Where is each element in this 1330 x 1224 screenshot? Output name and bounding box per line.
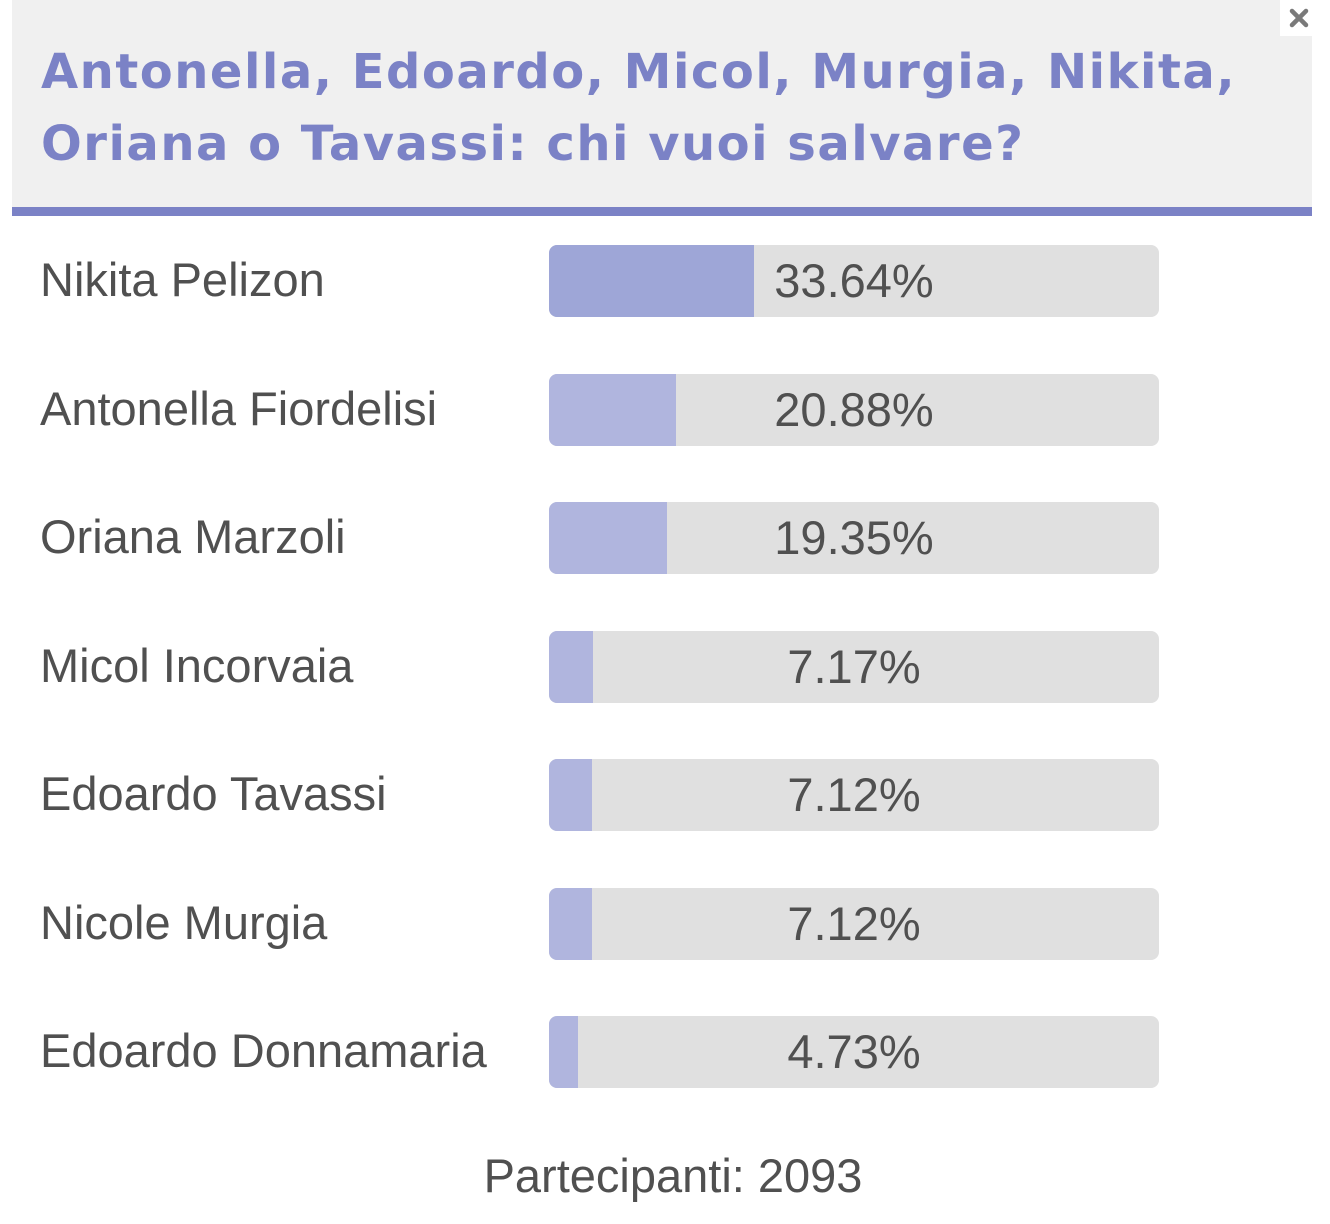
option-name: Edoardo Donnamaria (40, 1024, 487, 1077)
poll-option-row: Edoardo Tavassi 7.12% (0, 757, 1330, 831)
option-percent: 7.17% (787, 640, 921, 693)
option-percent: 4.73% (787, 1025, 921, 1078)
option-name: Micol Incorvaia (40, 639, 354, 692)
option-percent: 7.12% (787, 897, 921, 950)
result-bar-fill (549, 502, 668, 574)
result-bar: 19.35% (549, 502, 1159, 574)
option-percent: 20.88% (774, 383, 934, 436)
result-bar-fill (549, 888, 593, 960)
option-name: Antonella Fiordelisi (40, 382, 438, 435)
result-bar: 4.73% (549, 1016, 1159, 1088)
poll-title: Antonella, Edoardo, Micol, Murgia, Nikit… (41, 44, 1237, 172)
poll-option-row: Antonella Fiordelisi 20.88% (0, 372, 1330, 446)
poll-option-row: Edoardo Donnamaria 4.73% (0, 1014, 1330, 1088)
result-bar-fill (549, 631, 593, 703)
close-icon (1289, 8, 1309, 28)
poll-header: Antonella, Edoardo, Micol, Murgia, Nikit… (12, 0, 1312, 216)
result-bar: 7.12% (549, 759, 1159, 831)
result-bar: 7.17% (549, 631, 1159, 703)
result-bar: 20.88% (549, 374, 1159, 446)
participants-count: Partecipanti: 2093 (483, 1149, 863, 1202)
result-bar-fill (549, 245, 755, 317)
result-bar-fill (549, 374, 677, 446)
option-name: Nikita Pelizon (40, 253, 325, 306)
option-percent: 19.35% (774, 511, 934, 564)
poll-option-row: Oriana Marzoli 19.35% (0, 500, 1330, 574)
poll-option-row: Micol Incorvaia 7.17% (0, 629, 1330, 703)
poll-option-row: Nikita Pelizon 33.64% (0, 243, 1330, 317)
option-percent: 7.12% (787, 768, 921, 821)
poll-option-row: Nicole Murgia 7.12% (0, 886, 1330, 960)
result-bar: 7.12% (549, 888, 1159, 960)
option-name: Nicole Murgia (40, 896, 328, 949)
option-percent: 33.64% (774, 254, 934, 307)
option-name: Oriana Marzoli (40, 510, 346, 563)
option-name: Edoardo Tavassi (40, 767, 387, 820)
result-bar-fill (549, 759, 593, 831)
close-button[interactable] (1280, 0, 1318, 36)
result-bar: 33.64% (549, 245, 1159, 317)
result-bar-fill (549, 1016, 578, 1088)
